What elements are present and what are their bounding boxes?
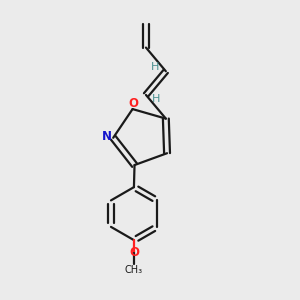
- Text: O: O: [128, 97, 138, 110]
- Text: CH₃: CH₃: [125, 265, 143, 275]
- Text: H: H: [152, 94, 160, 104]
- Text: H: H: [151, 62, 160, 72]
- Text: N: N: [102, 130, 112, 143]
- Text: O: O: [129, 246, 139, 259]
